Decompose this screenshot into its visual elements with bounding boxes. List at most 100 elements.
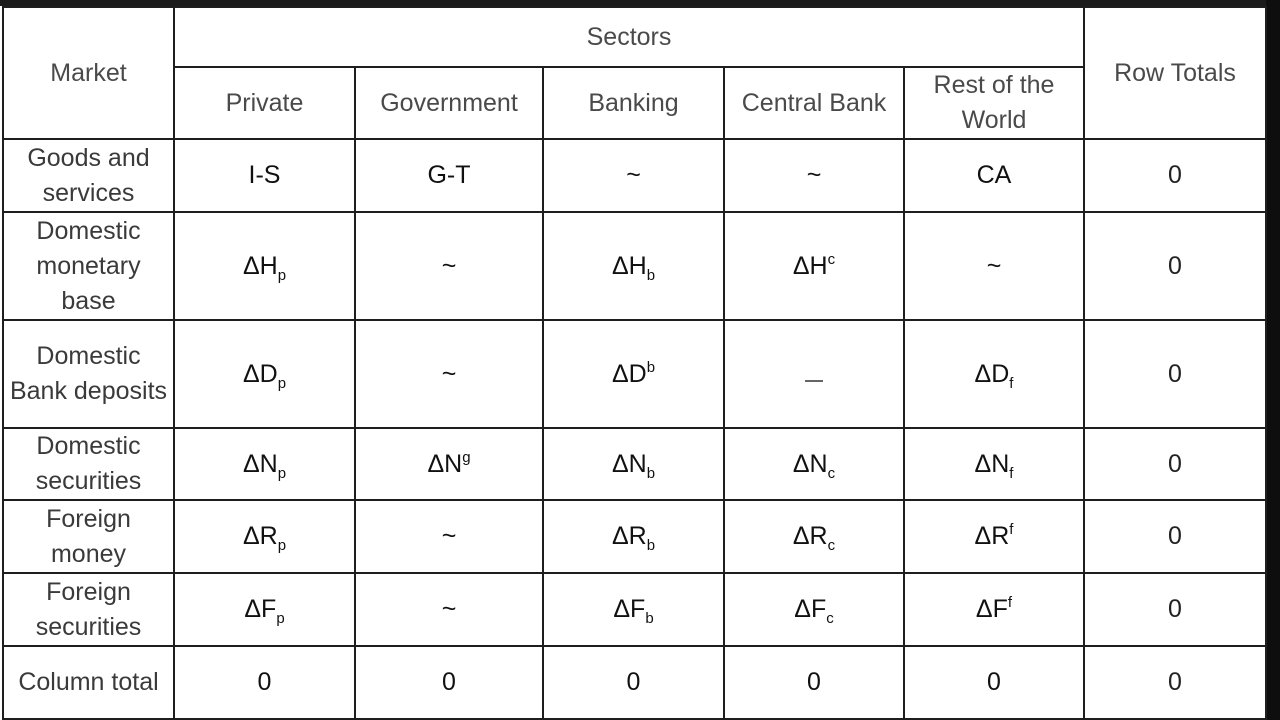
cell-symbol: ~ [441,522,457,550]
column-header-rest-of-world: Rest of the World [903,66,1085,140]
table-row: Column total 0 0 0 0 0 0 [2,645,1267,720]
matrix-cell: ΔNg [354,427,544,501]
cell-symbol: ΔR [792,522,828,550]
cell-symbol: ΔR [611,522,647,550]
matrix-cell: ΔHb [542,211,725,321]
matrix-cell: ΔRf [903,499,1085,574]
cell-symbol: ΔF [794,595,827,623]
matrix-cell: ΔFf [903,572,1085,647]
cell-symbol: ΔD [974,359,1010,388]
cell-subscript: p [277,266,287,284]
row-total-cell: 0 [1083,645,1267,720]
matrix-cell: ~ [354,211,544,321]
cell-subscript: p [277,537,287,554]
row-label: Foreign money [2,499,175,574]
cell-symbol: ~ [441,251,457,280]
cell-symbol: ΔH [611,251,647,280]
row-total-cell: 0 [1083,427,1267,501]
cell-symbol: 0 [442,668,456,696]
cell-symbol: ~ [441,595,457,623]
matrix-cell: G-T [354,138,544,213]
cell-symbol: ΔR [242,522,278,550]
cell-subscript: p [277,464,287,482]
matrix-cell: ΔFc [723,572,905,647]
matrix-cell: ΔRb [542,499,725,574]
cell-subscript: p [277,374,287,392]
cell-symbol: ΔF [244,595,277,623]
matrix-cell: ΔNp [173,427,356,501]
table-row: Foreign money ΔRp ~ ΔRb ΔRc ΔRf 0 [2,499,1267,574]
sectors-header: Sectors [173,6,1085,68]
matrix-cell: ~ [354,499,544,574]
row-label: Domestic Bank deposits [2,319,175,429]
cell-symbol: ΔN [242,449,278,478]
table-row: Goods and services I-S G-T ~ ~ CA 0 [2,138,1267,213]
cell-symbol: ΔF [613,595,646,623]
table-row: Foreign securities ΔFp ~ ΔFb ΔFc ΔFf 0 [2,572,1267,647]
cell-symbol: ~ [986,251,1002,280]
matrix-cell: ΔRc [723,499,905,574]
cell-symbol: ΔH [792,251,828,280]
cell-symbol: 0 [987,668,1001,696]
matrix-cell: CA [903,138,1085,213]
top-border-bar [0,0,1280,6]
row-label: Domestic securities [2,427,175,501]
market-header: Market [2,6,175,140]
row-total-cell: 0 [1083,138,1267,213]
right-border-bar [1266,0,1280,720]
matrix-cell: ΔFp [173,572,356,647]
cell-symbol: ~ [626,161,641,189]
cell-symbol: ΔD [611,359,647,388]
matrix-cell: 0 [542,645,725,720]
matrix-cell: ~ [903,211,1085,321]
cell-symbol: ~ [806,161,822,189]
cell-symbol: ΔH [242,251,278,280]
cell-subscript: f [1009,464,1014,482]
cell-symbol: I-S [248,161,281,189]
matrix-cell: ΔRp [173,499,356,574]
matrix-cell: ΔNb [542,427,725,501]
cell-symbol: ΔN [611,449,647,478]
matrix-cell: ΔNf [903,427,1085,501]
cell-subscript: b [646,537,656,554]
cell-symbol: ΔN [792,449,828,478]
matrix-cell: ~ [354,319,544,429]
matrix-cell: 0 [903,645,1085,720]
cell-symbol: G-T [427,161,471,189]
matrix-cell: ΔDb [542,319,725,429]
cell-subscript: b [645,610,654,627]
cell-symbol: ΔF [975,595,1008,623]
cell-subscript: c [827,464,836,482]
cell-subscript: c [827,537,836,554]
matrix-cell: 0 [354,645,544,720]
cell-superscript: c [827,250,836,268]
matrix-cell: ~ [354,572,544,647]
matrix-cell: ΔHc [723,211,905,321]
matrix-cell [723,319,905,429]
transactions-flow-matrix: Market Sectors Row Totals Private Govern… [2,6,1267,720]
matrix-cell: 0 [723,645,905,720]
cell-symbol: ΔR [974,522,1010,550]
row-total-cell: 0 [1083,319,1267,429]
cell-symbol: 0 [257,668,272,696]
row-total-cell: 0 [1083,499,1267,574]
matrix-cell: ~ [723,138,905,213]
matrix-cell: ΔFb [542,572,725,647]
matrix-cell: ΔNc [723,427,905,501]
cell-symbol: 0 [626,668,641,696]
matrix-cell: ΔDf [903,319,1085,429]
cell-superscript: b [646,358,656,376]
cell-symbol: ΔD [242,359,278,388]
column-header-private: Private [173,66,356,140]
matrix-cell: I-S [173,138,356,213]
table-row: Domestic Bank deposits ΔDp ~ ΔDb ΔDf 0 [2,319,1267,429]
cell-subscript: b [646,464,656,482]
matrix-cell: ~ [542,138,725,213]
cell-superscript: f [1009,521,1014,538]
table-row: Domestic securities ΔNp ΔNg ΔNb ΔNc ΔNf 0 [2,427,1267,501]
cell-superscript: f [1007,594,1013,611]
cell-symbol: ~ [441,359,457,388]
column-header-central-bank: Central Bank [723,66,905,140]
row-total-cell: 0 [1083,211,1267,321]
cell-symbol: 0 [807,668,821,696]
